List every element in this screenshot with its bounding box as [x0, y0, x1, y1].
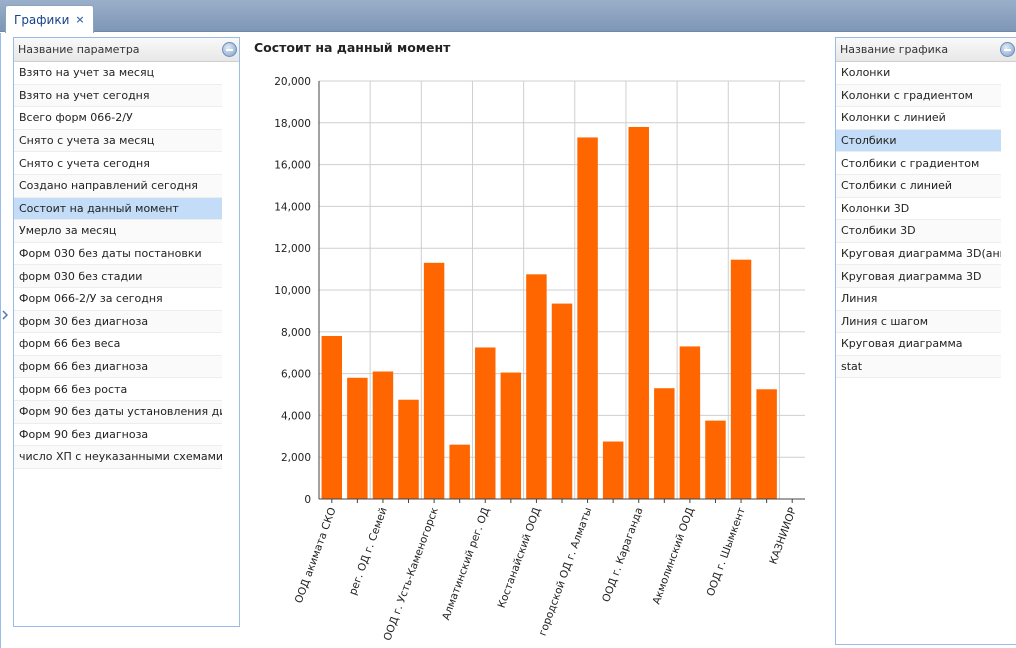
parameter-row[interactable]: Форм 90 без диагноза: [14, 424, 222, 447]
chart-types-list: Колонки Колонки с градиентом Колонки с лин…: [836, 62, 1001, 379]
parameter-row[interactable]: Всего форм 066-2/У: [14, 107, 222, 130]
y-tick-label: 10,000: [274, 285, 311, 297]
bar[interactable]: [730, 259, 752, 499]
main-content: Название параметра Взято на учет за меся…: [0, 33, 1016, 648]
parameter-row[interactable]: Форм 90 без даты установления диагноза: [14, 400, 222, 424]
chart-types-header-label: Название графика: [840, 43, 949, 56]
chart-type-row[interactable]: Столбики 3D: [836, 220, 1001, 243]
tab-charts[interactable]: Графики ×: [5, 5, 94, 33]
parameter-row[interactable]: Взято на учет сегодня: [14, 84, 222, 108]
parameter-row[interactable]: форм 66 без веса: [14, 333, 222, 356]
top-tab-bar: Графики ×: [0, 0, 1016, 33]
bar[interactable]: [449, 444, 470, 499]
chart-type-row[interactable]: Линия: [836, 288, 1001, 311]
chart-type-row[interactable]: Круговая диаграмма 3D(анимация): [836, 243, 1001, 266]
y-tick-label: 18,000: [274, 118, 311, 130]
chart-type-row[interactable]: Линия с шагом: [836, 310, 1001, 334]
x-tick-label: ООД г. Караганда: [600, 506, 645, 604]
parameter-row[interactable]: Умерло за месяц: [14, 220, 222, 243]
bar[interactable]: [321, 335, 343, 499]
chart-type-row[interactable]: Колонки с линией: [836, 107, 1001, 130]
bar[interactable]: [577, 137, 598, 499]
x-tick-label: Алматинский рег. ОД: [440, 506, 492, 622]
y-tick-label: 8,000: [281, 327, 311, 339]
chart-type-row[interactable]: Столбики с градиентом: [836, 152, 1001, 175]
chart-type-row[interactable]: Столбики: [836, 129, 1001, 153]
x-tick-label: ООД акимата СКО: [293, 506, 339, 605]
bar[interactable]: [398, 399, 419, 499]
bar[interactable]: [551, 303, 573, 499]
x-tick-label: рег. ОД г. Семей: [347, 506, 390, 597]
bar[interactable]: [602, 441, 624, 499]
chart-type-row[interactable]: Круговая диаграмма 3D: [836, 265, 1001, 288]
y-tick-label: 6,000: [281, 369, 311, 381]
x-tick-label: ООД г. Усть-Каменогорск: [381, 506, 440, 642]
y-tick-label: 12,000: [274, 243, 311, 255]
parameter-row[interactable]: Снято с учета сегодня: [14, 152, 222, 175]
parameters-grid: Название параметра Взято на учет за меся…: [13, 37, 240, 627]
chart-type-row[interactable]: Колонки: [836, 62, 1001, 85]
x-tick-label: Костанайский ООД: [496, 506, 544, 610]
parameters-list: Взято на учет за месяц Взято на учет сего…: [14, 62, 222, 469]
x-tick-label: Акмолинский ООД: [651, 506, 697, 606]
bar[interactable]: [372, 371, 394, 499]
collapse-icon[interactable]: [1000, 42, 1015, 57]
parameter-row[interactable]: Форм 030 без даты постановки: [14, 243, 222, 266]
y-tick-label: 20,000: [274, 76, 311, 88]
y-tick-label: 16,000: [274, 160, 311, 172]
chart-types-grid: Название графика Колонки Колонки с градие…: [835, 37, 1016, 645]
parameter-row[interactable]: форм 66 без диагноза: [14, 355, 222, 379]
parameter-row[interactable]: Создано направлений сегодня: [14, 174, 222, 198]
parameter-row[interactable]: форм 30 без диагноза: [14, 310, 222, 334]
parameter-row[interactable]: Снято с учета за месяц: [14, 129, 222, 153]
tab-label: Графики: [14, 12, 70, 27]
chart-type-row[interactable]: Круговая диаграмма: [836, 333, 1001, 356]
parameter-row[interactable]: форм 030 без стадии: [14, 265, 222, 288]
chart-type-row[interactable]: Колонки с градиентом: [836, 84, 1001, 108]
y-tick-label: 4,000: [281, 410, 311, 422]
x-tick-label: КАЗНИИОР: [767, 506, 799, 566]
bar[interactable]: [654, 388, 675, 499]
parameters-grid-header[interactable]: Название параметра: [14, 38, 239, 62]
bar[interactable]: [756, 389, 777, 499]
parameter-row[interactable]: Взято на учет за месяц: [14, 62, 222, 85]
collapse-icon[interactable]: [222, 42, 237, 57]
parameters-header-label: Название параметра: [18, 43, 140, 56]
parameter-row[interactable]: Состоит на данный момент: [14, 197, 222, 221]
x-tick-label: городской ОД г. Алматы: [537, 506, 595, 638]
chart-types-grid-header[interactable]: Название графика: [836, 38, 1016, 62]
bar[interactable]: [705, 420, 726, 499]
bar-chart: 0 2,000 4,000 6,000 8,000 10,000 12,000 14,000 1…: [274, 76, 805, 642]
bar[interactable]: [679, 346, 701, 499]
y-tick-label: 0: [304, 494, 311, 506]
parameter-row[interactable]: число ХП с неуказанными схемами: [14, 446, 222, 469]
chevron-right-icon[interactable]: [1, 303, 9, 327]
bar[interactable]: [347, 377, 368, 499]
chart-title: Состоит на данный момент: [254, 40, 451, 55]
bar[interactable]: [500, 372, 522, 499]
parameter-row[interactable]: Форм 066-2/У за сегодня: [14, 288, 222, 311]
y-tick-label: 2,000: [281, 452, 311, 464]
chart-type-row[interactable]: stat: [836, 355, 1001, 379]
chart-type-row[interactable]: Столбики с линией: [836, 174, 1001, 198]
bar[interactable]: [475, 347, 496, 499]
chart-type-row[interactable]: Колонки 3D: [836, 198, 1001, 221]
bar[interactable]: [628, 126, 649, 500]
y-tick-label: 14,000: [274, 201, 311, 213]
close-icon[interactable]: ×: [75, 13, 85, 26]
bar[interactable]: [526, 274, 547, 499]
bar[interactable]: [423, 262, 445, 499]
parameter-row[interactable]: форм 66 без роста: [14, 378, 222, 401]
x-tick-label: ООД г. Шымкент: [705, 506, 748, 598]
